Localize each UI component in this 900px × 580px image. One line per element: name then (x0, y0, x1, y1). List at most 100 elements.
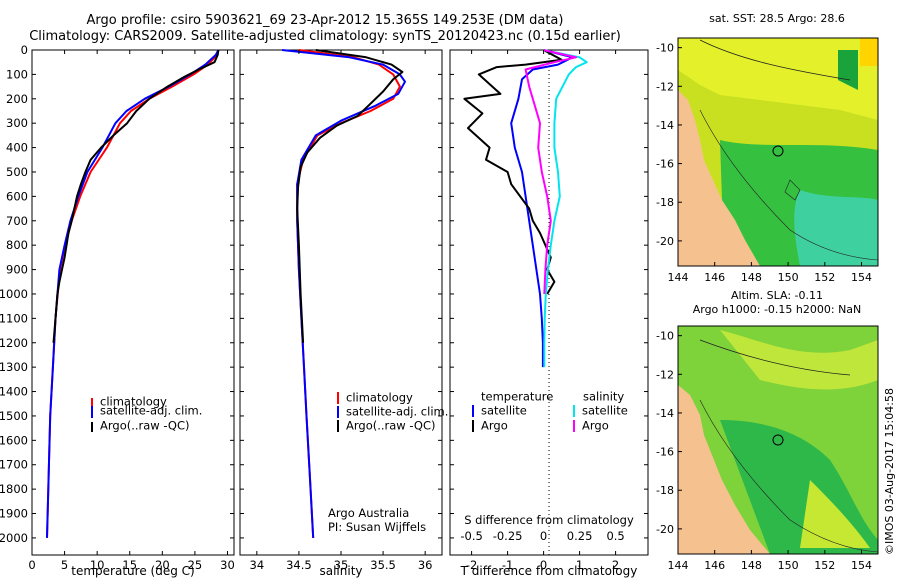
salinity-axes-frame (239, 49, 443, 556)
sla-map: Altim. SLA: -0.11 Argo h1000: -0.15 h200… (656, 289, 879, 572)
sst-green-patch (838, 50, 858, 90)
depth-tick-label: 1600 (0, 433, 28, 447)
depth-tick-label: 200 (6, 92, 28, 106)
salinity-axis-label: salinity (319, 564, 362, 578)
sal-legend-satellite-label: satellite-adj. clim. (346, 405, 448, 419)
x-tick-label: 5 (61, 558, 68, 572)
map-lat-label: -14 (656, 119, 674, 132)
sst-warm-band (678, 38, 878, 120)
series-line-satellite-adj-clim- (281, 49, 406, 538)
depth-tick-label: 500 (6, 165, 28, 179)
sst-map-frame (677, 37, 879, 267)
map-lon-label: 150 (778, 559, 799, 572)
map-lat-label: -12 (656, 368, 674, 381)
map-lon-label: 152 (814, 271, 835, 284)
sla-isobath (699, 399, 878, 553)
s-difference-axis-label: S difference from climatology (464, 513, 634, 527)
header-line-1: Argo profile: csiro 5903621_69 23-Apr-20… (86, 13, 564, 28)
diff-legend-salinity: salinity (583, 390, 624, 404)
diff-legend-s-sat-label: satellite (582, 404, 628, 418)
sst-isobath (699, 109, 878, 261)
depth-tick-label: 1300 (0, 360, 28, 374)
depth-tick-label: 400 (6, 141, 28, 155)
diff-legend-t-sat-label: satellite (481, 404, 527, 418)
x-tick-label-top: 0.25 (567, 529, 593, 543)
depth-tick-label: 1500 (0, 409, 28, 423)
map-lat-label: -16 (656, 446, 674, 459)
x-tick-label: 2 (612, 558, 619, 572)
difference-panel: -2 -1 0 1 2 -0.5 -0.25 0 0.25 0.5 T difference f… (449, 49, 649, 578)
legend-climatology-label: climatology (100, 395, 167, 409)
series-line-salinity-satellite (543, 49, 588, 368)
x-tick-label: 10 (90, 558, 105, 572)
map-lon-label: 152 (814, 559, 835, 572)
sst-float-marker (772, 145, 784, 157)
depth-tick-label: 100 (6, 67, 28, 81)
legend-argo-label: Argo(..raw -QC) (100, 419, 190, 433)
map-lat-label: -10 (656, 42, 674, 55)
map-lon-label: 144 (668, 559, 689, 572)
x-tick-label: 34.5 (286, 558, 312, 572)
map-lon-label: 146 (704, 271, 725, 284)
map-lon-label: 150 (778, 271, 799, 284)
depth-tick-label: 800 (6, 238, 28, 252)
t-difference-axis-label: T difference from climatology (460, 564, 638, 578)
diff-legend-s-argo-label: Argo (582, 419, 609, 433)
series-line-argo-raw-qc- (52, 49, 220, 343)
sal-legend-argo-label: Argo(..raw -QC) (346, 419, 436, 433)
difference-legend: temperature salinity satellite Argo sate… (472, 390, 628, 433)
x-tick-label: 15 (122, 558, 137, 572)
x-tick-label: 35.5 (370, 558, 396, 572)
sst-coastline (699, 39, 851, 81)
sst-hot-spot (860, 38, 878, 66)
x-tick-label-top: -0.25 (493, 529, 523, 543)
depth-tick-label: 1200 (0, 336, 28, 350)
map-lon-label: 144 (668, 271, 689, 284)
map-lat-label: -14 (656, 407, 674, 420)
legend-satellite-label: satellite-adj. clim. (100, 404, 202, 418)
x-tick-label: 30 (220, 558, 235, 572)
x-tick-label: -1 (502, 558, 513, 572)
map-lat-label: -18 (656, 484, 674, 497)
map-lon-label: 146 (704, 559, 725, 572)
depth-tick-label: 1000 (0, 287, 28, 301)
x-tick-label: -2 (466, 558, 477, 572)
temperature-panel: 0 5 10 15 20 25 30 0 100 200 300 400 500 600 700 800 90… (0, 43, 235, 578)
header-line-2: Climatology: CARS2009. Satellite-adjuste… (29, 29, 621, 44)
sla-coastline (699, 339, 851, 376)
map-lon-label: 148 (741, 559, 762, 572)
x-tick-label: 35 (334, 558, 349, 572)
sla-map-title-2: Argo h1000: -0.15 h2000: NaN (693, 303, 862, 316)
series-line-salinity-argo (524, 49, 577, 295)
sla-yellow-patch (800, 480, 870, 548)
temperature-legend: climatology satellite-adj. clim. Argo(..… (91, 395, 202, 433)
map-lat-label: -16 (656, 158, 674, 171)
temperature-axes-frame (31, 49, 235, 556)
depth-tick-label: 2000 (0, 531, 28, 545)
sst-coolest-area (794, 190, 878, 266)
salinity-legend: climatology satellite-adj. clim. Argo(..… (337, 391, 448, 433)
x-tick-label: 36 (418, 558, 433, 572)
depth-tick-label: 0 (21, 43, 28, 57)
credit-org: Argo Australia (328, 506, 409, 520)
series-line-argo-raw-qc- (296, 49, 404, 343)
map-lon-label: 148 (741, 271, 762, 284)
diff-legend-t-argo-label: Argo (481, 419, 508, 433)
depth-tick-label: 900 (6, 263, 28, 277)
depth-tick-label: 1100 (0, 311, 28, 325)
map-lat-label: -18 (656, 196, 674, 209)
depth-tick-label: 1700 (0, 458, 28, 472)
sst-reef (784, 179, 801, 201)
depth-tick-label: 1800 (0, 482, 28, 496)
map-lon-label: 154 (851, 271, 872, 284)
sla-map-title-1: Altim. SLA: -0.11 (731, 289, 823, 302)
sst-map: sat. SST: 28.5 Argo: 28.6 -10 -12 -14 -16 -1… (656, 12, 879, 284)
x-tick-label-top: 0.5 (606, 529, 624, 543)
depth-tick-label: 1900 (0, 507, 28, 521)
x-tick-label: 25 (188, 558, 203, 572)
depth-tick-label: 600 (6, 189, 28, 203)
x-tick-label-top: -0.5 (460, 529, 482, 543)
map-lon-label: 154 (851, 559, 872, 572)
depth-tick-label: 700 (6, 214, 28, 228)
